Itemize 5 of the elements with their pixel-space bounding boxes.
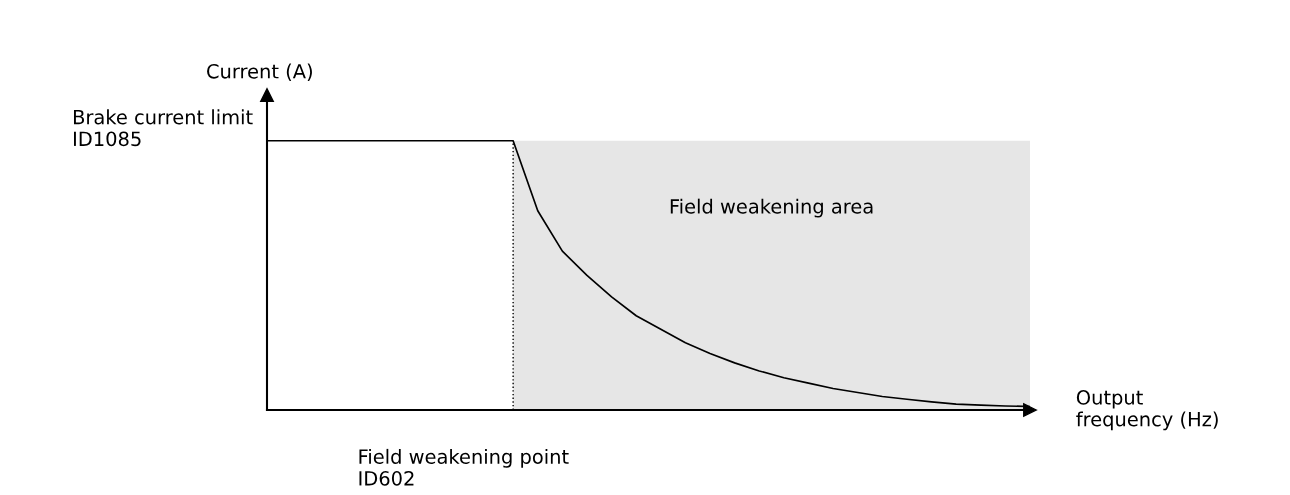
- annotation: Field weakening area: [670, 198, 873, 218]
- y-axis-title: Current (A): [207, 63, 312, 81]
- x-axis-title: Output frequency (Hz): [1076, 390, 1218, 431]
- text: Brake current limit ID1085: [73, 109, 253, 147]
- text: Field weakening point ID602: [359, 448, 569, 486]
